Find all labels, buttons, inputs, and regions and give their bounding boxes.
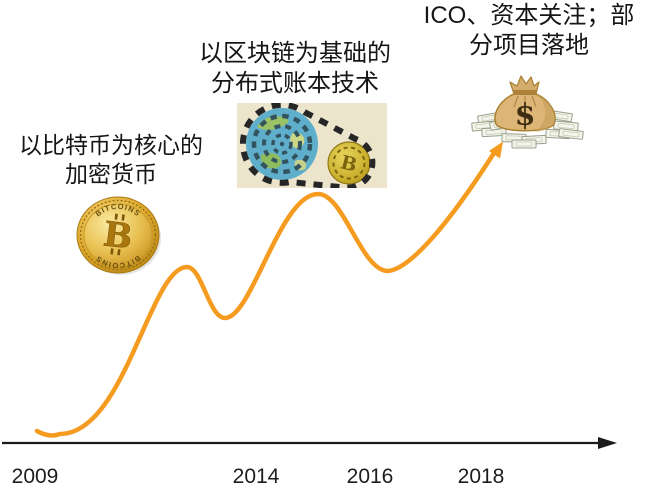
coin-face: [83, 203, 153, 267]
svg-text:B: B: [101, 214, 134, 257]
year-label-2014: 2014: [232, 465, 280, 488]
growth-curve: [34, 150, 497, 438]
annotation-blockchain-era: 以区块链为基础的 分布式账本技术: [199, 40, 391, 97]
dollar-bill-stacks-front: [501, 133, 547, 149]
bitcoin-symbol: B: [101, 213, 135, 258]
money-bag-icon: $: [471, 75, 584, 149]
globe-chain-spiral: [251, 113, 313, 175]
money-bag: $: [494, 75, 556, 133]
blockchain-globe-chain-icon: B: [237, 103, 387, 188]
year-label-2009: 2009: [11, 465, 59, 488]
year-label-2018: 2018: [457, 465, 505, 488]
chain-belt: [239, 103, 376, 188]
annotation-ico-era: ICO、资本关注；部 分项目落地: [423, 2, 635, 59]
small-coin-symbol: B: [338, 151, 359, 176]
annotation-bitcoin-era: 以比特币为核心的 加密货币: [19, 132, 203, 187]
year-label-2016: 2016: [346, 465, 394, 488]
dollar-sign: $: [515, 98, 536, 133]
coin-reeded-ring: [79, 199, 157, 271]
small-coin-ring: [332, 146, 366, 180]
axis-arrowhead-icon: [598, 437, 617, 449]
curve-arrowhead-icon: [489, 141, 503, 159]
bitcoin-coin-icon: BITCOINS BITCOINS B: [76, 196, 161, 275]
